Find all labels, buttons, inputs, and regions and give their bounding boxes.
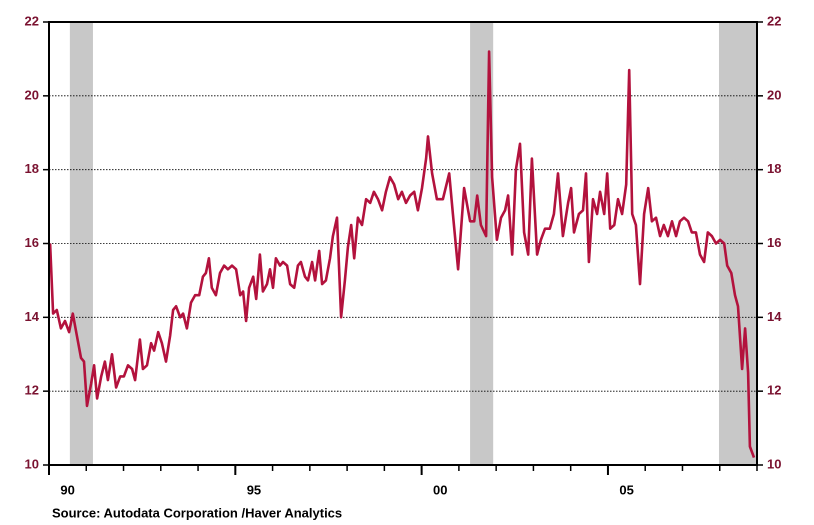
x-tick-label: 95 [247,482,261,497]
y-tick-label: 10 [25,456,39,471]
y2-tick-label: 20 [767,87,781,102]
x-tick-label: 90 [60,482,74,497]
y2-tick-label: 22 [767,13,781,28]
y-tick-label: 14 [25,309,40,324]
y-tick-label: 12 [25,383,39,398]
y-tick-label: 22 [25,13,39,28]
y2-tick-label: 12 [767,383,781,398]
y2-tick-label: 18 [767,161,781,176]
x-tick-label: 00 [433,482,447,497]
series-line [48,50,756,459]
y2-tick-label: 10 [767,456,781,471]
y-tick-label: 20 [25,87,39,102]
source-note: Source: Autodata Corporation /Haver Anal… [52,505,342,520]
plot-frame [48,21,758,466]
y-tick-label: 18 [25,161,39,176]
x-tick-label: 05 [619,482,633,497]
y2-tick-label: 14 [767,309,782,324]
y-tick-label: 16 [25,235,39,250]
y2-tick-label: 16 [767,235,781,250]
recession-shade [69,22,93,465]
